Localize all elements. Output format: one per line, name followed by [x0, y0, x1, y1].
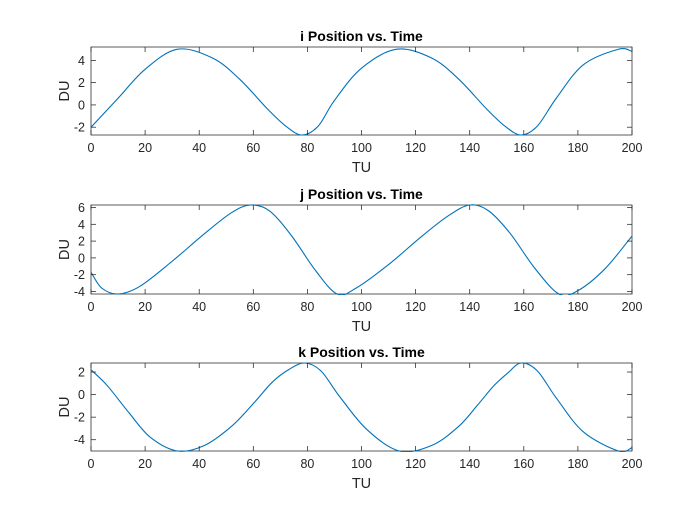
x-tick-label: 100	[351, 300, 372, 314]
chart-title: k Position vs. Time	[298, 344, 425, 360]
x-tick-label: 20	[138, 141, 152, 155]
y-axis-label: DU	[57, 239, 73, 260]
y-tick-label: 0	[78, 388, 85, 402]
x-tick-label: 20	[138, 300, 152, 314]
series-line-1	[91, 48, 632, 136]
y-axis-label: DU	[57, 81, 73, 102]
y-tick-label: -2	[74, 411, 85, 425]
y-tick-label: -2	[74, 268, 85, 282]
axes-box	[90, 204, 633, 295]
x-tick-label: 0	[88, 141, 95, 155]
series-line-1	[91, 362, 632, 452]
y-tick-label: 2	[78, 366, 85, 380]
x-tick-label: 100	[351, 457, 372, 471]
y-tick-label: 0	[78, 98, 85, 112]
x-tick-label: 180	[567, 141, 588, 155]
x-tick-label: 120	[405, 141, 426, 155]
y-tick-label: -4	[74, 285, 85, 299]
x-tick-label: 20	[138, 457, 152, 471]
subplot-2: 0 20 40 60 80 100 120 140 160 180 200 -4 -2 0 2 4 6 j Pos…	[57, 186, 642, 335]
x-axis-label: TU	[352, 319, 371, 335]
x-tick-label: 80	[300, 300, 314, 314]
y-axis-label: DU	[57, 397, 73, 418]
x-tick-label: 180	[567, 300, 588, 314]
y-tick-label: -4	[74, 433, 85, 447]
chart-title: i Position vs. Time	[300, 28, 423, 44]
x-tick-label: 60	[246, 141, 260, 155]
axes-box	[90, 362, 633, 452]
x-tick-label: 0	[88, 457, 95, 471]
y-tick-label: -2	[74, 121, 85, 135]
axes-box	[90, 46, 633, 136]
y-tick-label: 0	[78, 251, 85, 265]
x-tick-label: 40	[192, 141, 206, 155]
x-tick-label: 0	[88, 300, 95, 314]
x-tick-label: 80	[300, 457, 314, 471]
x-tick-label: 160	[513, 300, 534, 314]
x-tick-label: 100	[351, 141, 372, 155]
x-tick-label: 200	[622, 300, 643, 314]
y-tick-label: 4	[78, 218, 85, 232]
series-line-1	[91, 204, 632, 295]
x-tick-label: 120	[405, 300, 426, 314]
x-axis-label: TU	[352, 476, 371, 492]
y-tick-label: 6	[78, 201, 85, 215]
x-tick-label: 60	[246, 300, 260, 314]
x-tick-label: 160	[513, 457, 534, 471]
x-tick-label: 140	[459, 141, 480, 155]
x-tick-label: 40	[192, 300, 206, 314]
x-tick-label: 200	[622, 141, 643, 155]
x-axis-label: TU	[352, 160, 371, 176]
x-tick-label: 180	[567, 457, 588, 471]
x-tick-label: 160	[513, 141, 534, 155]
y-tick-label: 2	[78, 76, 85, 90]
y-tick-label: 4	[78, 54, 85, 68]
x-tick-label: 200	[622, 457, 643, 471]
x-tick-label: 120	[405, 457, 426, 471]
chart-title: j Position vs. Time	[299, 186, 423, 202]
x-tick-label: 140	[459, 457, 480, 471]
x-tick-label: 40	[192, 457, 206, 471]
y-tick-label: 2	[78, 235, 85, 249]
x-tick-label: 140	[459, 300, 480, 314]
x-tick-label: 80	[300, 141, 314, 155]
subplot-3: 0 20 40 60 80 100 120 140 160 180 200 -4 -2 0 2 k Posit…	[57, 344, 642, 492]
x-tick-label: 60	[246, 457, 260, 471]
